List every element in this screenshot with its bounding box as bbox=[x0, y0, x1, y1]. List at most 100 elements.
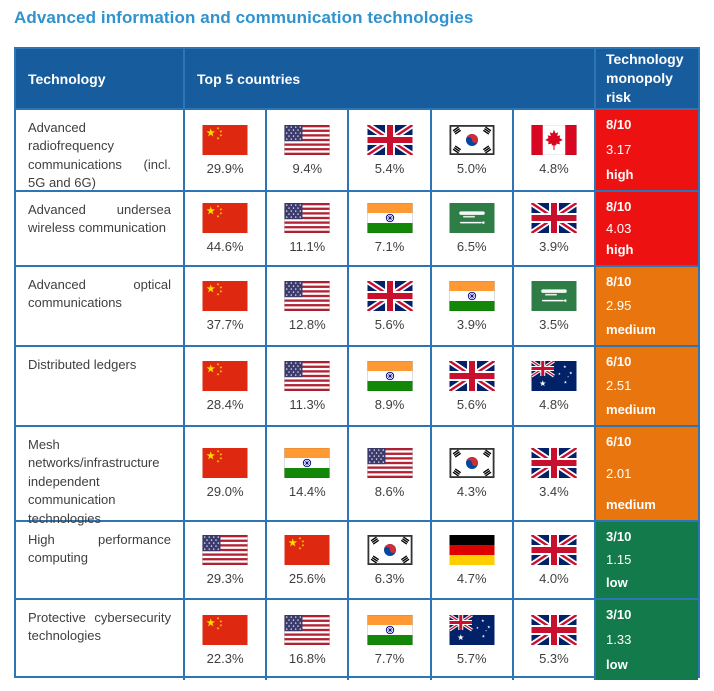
flag-south-korea-icon bbox=[367, 535, 413, 565]
country-cell: 4.3% bbox=[432, 427, 514, 520]
country-cell: 8.6% bbox=[349, 427, 432, 520]
flag-usa-icon bbox=[284, 615, 330, 645]
risk-level-badge: high bbox=[606, 167, 634, 182]
country-share: 29.9% bbox=[206, 160, 244, 176]
table-row: High performance computing 29.3% 25.6% 6… bbox=[16, 522, 699, 600]
risk-value: 1.33 bbox=[606, 632, 632, 647]
flag-china-icon bbox=[202, 281, 248, 311]
technology-name: Advanced undersea wireless communication bbox=[28, 202, 171, 236]
country-cell: 22.3% bbox=[185, 600, 268, 680]
country-cell: 12.8% bbox=[267, 267, 350, 345]
country-share: 25.6% bbox=[288, 570, 326, 586]
flag-uk-icon bbox=[531, 615, 577, 645]
technology-cell: Advanced radiofrequency communications (… bbox=[16, 110, 185, 190]
table-row: Advanced undersea wireless communication… bbox=[16, 192, 699, 267]
table-row: Advanced radiofrequency communications (… bbox=[16, 110, 699, 192]
flag-uk-icon bbox=[531, 448, 577, 478]
country-cell: 3.9% bbox=[514, 192, 597, 265]
flag-canada-icon bbox=[531, 125, 577, 155]
country-cell: 29.9% bbox=[185, 110, 268, 190]
country-share: 7.1% bbox=[374, 239, 405, 254]
header-top5-countries: Top 5 countries bbox=[185, 49, 596, 108]
country-share: 5.7% bbox=[456, 650, 487, 666]
risk-cell: 3/10 1.15 low bbox=[596, 522, 699, 598]
country-share: 5.6% bbox=[374, 316, 405, 332]
country-cell: 5.7% bbox=[432, 600, 514, 680]
risk-level-badge: medium bbox=[606, 402, 656, 417]
country-cell: 29.0% bbox=[185, 427, 268, 520]
flag-south-korea-icon bbox=[449, 125, 495, 155]
country-share: 12.8% bbox=[288, 316, 326, 332]
country-cell: 8.9% bbox=[349, 347, 432, 425]
flag-india-icon bbox=[449, 281, 495, 311]
technology-name: Advanced radiofrequency communications (… bbox=[28, 120, 171, 191]
country-share: 14.4% bbox=[288, 484, 326, 499]
flag-uk-icon bbox=[531, 535, 577, 565]
technology-cell: Advanced optical communications bbox=[16, 267, 185, 345]
flag-saudi-arabia-icon bbox=[531, 281, 577, 311]
risk-score: 8/10 bbox=[606, 117, 632, 132]
country-cell: 6.5% bbox=[432, 192, 514, 265]
risk-level-badge: high bbox=[606, 242, 634, 257]
risk-value: 1.15 bbox=[606, 552, 632, 567]
flag-australia-icon bbox=[531, 361, 577, 391]
risk-cell: 6/10 2.01 medium bbox=[596, 427, 699, 520]
risk-level-badge: low bbox=[606, 575, 628, 590]
table-header-row: Technology Top 5 countries Technology mo… bbox=[16, 49, 698, 110]
country-cell: 11.1% bbox=[267, 192, 350, 265]
flag-india-icon bbox=[367, 615, 413, 645]
country-cell: 7.1% bbox=[349, 192, 432, 265]
technology-cell: Protective cybersecurity technologies bbox=[16, 600, 185, 680]
country-share: 4.8% bbox=[539, 160, 569, 176]
country-share: 37.7% bbox=[206, 316, 244, 332]
risk-value: 2.51 bbox=[606, 378, 632, 393]
risk-value: 4.03 bbox=[606, 220, 632, 236]
country-share: 4.3% bbox=[456, 484, 487, 499]
country-cell: 3.4% bbox=[514, 427, 597, 520]
flag-uk-icon bbox=[449, 361, 495, 391]
country-cell: 5.4% bbox=[349, 110, 432, 190]
technology-name: Protective cybersecurity technologies bbox=[28, 610, 171, 644]
flag-uk-icon bbox=[367, 125, 413, 155]
table-row: Advanced optical communications 37.7% 12… bbox=[16, 267, 699, 347]
country-share: 44.6% bbox=[206, 239, 244, 254]
flag-usa-icon bbox=[284, 203, 330, 233]
technology-table: Technology Top 5 countries Technology mo… bbox=[14, 47, 700, 680]
risk-value: 3.17 bbox=[606, 142, 632, 157]
country-cell: 4.8% bbox=[514, 347, 597, 425]
country-cell: 3.5% bbox=[514, 267, 597, 345]
flag-china-icon bbox=[202, 125, 248, 155]
flag-china-icon bbox=[202, 448, 248, 478]
risk-cell: 8/10 3.17 high bbox=[596, 110, 699, 190]
country-share: 5.0% bbox=[456, 160, 487, 176]
technology-name: Advanced optical communications bbox=[28, 277, 171, 311]
table-row: Mesh networks/infrastructure independent… bbox=[16, 427, 699, 526]
risk-cell: 6/10 2.51 medium bbox=[596, 347, 699, 425]
country-share: 29.3% bbox=[206, 570, 244, 586]
table-row: Protective cybersecurity technologies 22… bbox=[16, 600, 699, 680]
flag-uk-icon bbox=[531, 203, 577, 233]
country-share: 28.4% bbox=[206, 396, 244, 412]
country-share: 4.7% bbox=[456, 570, 487, 586]
risk-level-badge: medium bbox=[606, 322, 656, 337]
technology-cell: Advanced undersea wireless communication bbox=[16, 192, 185, 265]
country-cell: 16.8% bbox=[267, 600, 350, 680]
country-share: 11.1% bbox=[289, 239, 326, 254]
country-share: 9.4% bbox=[292, 160, 323, 176]
country-cell: 6.3% bbox=[349, 522, 432, 598]
country-cell: 3.9% bbox=[432, 267, 514, 345]
flag-usa-icon bbox=[284, 281, 330, 311]
country-share: 22.3% bbox=[206, 650, 244, 666]
country-share: 8.6% bbox=[374, 484, 405, 499]
risk-value: 2.01 bbox=[606, 465, 632, 481]
flag-china-icon bbox=[202, 615, 248, 645]
flag-india-icon bbox=[367, 361, 413, 391]
country-cell: 4.7% bbox=[432, 522, 514, 598]
flag-saudi-arabia-icon bbox=[449, 203, 495, 233]
risk-level-badge: low bbox=[606, 657, 628, 672]
risk-score: 8/10 bbox=[606, 199, 632, 214]
flag-usa-icon bbox=[367, 448, 413, 478]
country-share: 6.5% bbox=[456, 239, 487, 254]
risk-cell: 8/10 2.95 medium bbox=[596, 267, 699, 345]
risk-score: 3/10 bbox=[606, 607, 632, 622]
